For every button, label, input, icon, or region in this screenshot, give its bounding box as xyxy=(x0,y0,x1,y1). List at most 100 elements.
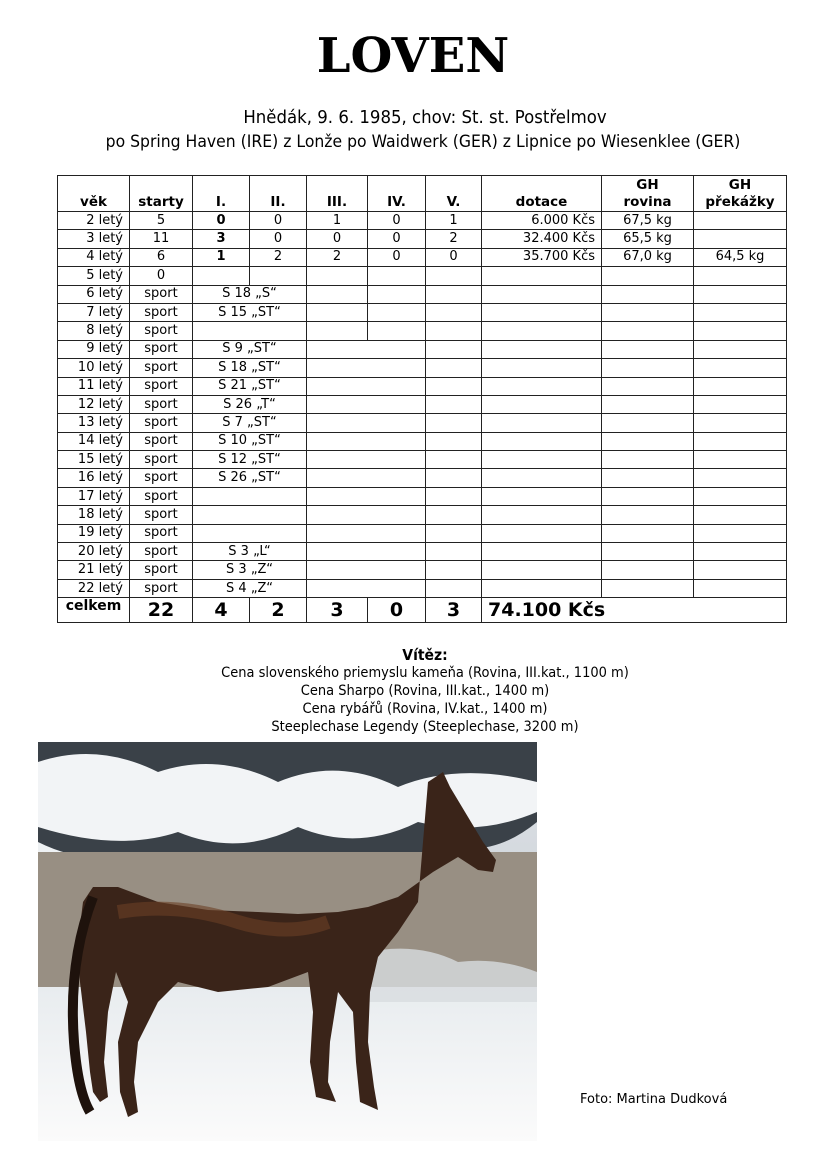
table-cell xyxy=(425,358,482,378)
table-cell: 21 letý xyxy=(57,560,130,580)
column-header: I. xyxy=(192,175,250,212)
table-cell xyxy=(693,450,787,470)
table-cell: 0 xyxy=(249,229,307,249)
table-cell xyxy=(481,376,602,396)
table-cell xyxy=(306,339,426,360)
table-cell xyxy=(306,542,426,562)
table-cell xyxy=(481,523,602,544)
table-cell xyxy=(693,578,787,599)
table-row: 19 letý sport xyxy=(57,523,787,544)
table-cell xyxy=(306,578,426,599)
table-cell: sport xyxy=(129,560,193,580)
table-cell xyxy=(481,560,602,580)
column-header: GH překážky xyxy=(693,175,787,212)
table-cell: 3 letý xyxy=(57,229,130,249)
table-cell xyxy=(693,505,787,525)
table-cell xyxy=(367,321,426,341)
table-cell: S 26 „T“ xyxy=(192,394,307,415)
horse-details: Hnědák, 9. 6. 1985, chov: St. st. Postře… xyxy=(243,107,607,128)
table-cell xyxy=(601,358,694,378)
table-cell: 13 letý xyxy=(57,413,130,433)
table-cell xyxy=(601,376,694,396)
pedigree: po Spring Haven (IRE) z Lonže po Waidwer… xyxy=(105,132,741,152)
table-cell xyxy=(693,560,787,580)
table-cell xyxy=(693,229,787,249)
table-cell: 0 xyxy=(367,247,426,268)
table-cell xyxy=(306,413,426,433)
table-cell: 74.100 Kčs xyxy=(481,597,787,624)
table-cell xyxy=(425,266,482,286)
table-row: 14 letý sport S 10 „ST“ xyxy=(57,431,787,452)
table-row: 8 letý sport xyxy=(57,321,787,341)
table-cell xyxy=(481,431,602,452)
winners-section: Vítěz: Cena slovenského priemyslu kameňa… xyxy=(30,646,821,736)
table-cell: 1 xyxy=(192,247,250,268)
table-cell xyxy=(693,486,787,507)
table-cell: 0 xyxy=(367,210,426,231)
table-row: 12 letý sport S 26 „T“ xyxy=(57,394,787,415)
table-cell: S 26 „ST“ xyxy=(192,468,307,488)
table-cell xyxy=(306,560,426,580)
table-cell xyxy=(481,284,602,304)
table-cell: 4 letý xyxy=(57,247,130,268)
table-cell: S 4 „Z“ xyxy=(192,578,307,599)
table-cell xyxy=(306,302,368,323)
table-cell xyxy=(367,266,426,286)
table-cell xyxy=(693,210,787,231)
table-cell: 3 xyxy=(306,597,368,624)
table-cell xyxy=(693,284,787,304)
table-cell xyxy=(425,486,482,507)
table-cell: S 18 „ST“ xyxy=(192,358,307,378)
table-cell: sport xyxy=(129,302,193,323)
table-cell: 3 xyxy=(192,229,250,249)
table-row: 20 letý sport S 3 „L“ xyxy=(57,542,787,562)
table-cell: sport xyxy=(129,394,193,415)
table-cell: 67,5 kg xyxy=(601,210,694,231)
table-cell xyxy=(693,302,787,323)
table-cell xyxy=(481,358,602,378)
table-cell xyxy=(306,394,426,415)
table-cell xyxy=(481,339,602,360)
table-row: 6 letý sport S 18 „S“ xyxy=(57,284,787,304)
table-cell xyxy=(601,505,694,525)
table-cell: 0 xyxy=(249,210,307,231)
table-cell xyxy=(425,339,482,360)
table-cell xyxy=(601,560,694,580)
table-cell xyxy=(425,413,482,433)
table-row: 22 letý sport S 4 „Z“ xyxy=(57,578,787,599)
column-header: věk xyxy=(57,175,130,212)
table-cell: S 9 „ST“ xyxy=(192,339,307,360)
table-header: věk starty I. II. III. IV. V. dotace GH rovina GH… xyxy=(57,175,787,212)
table-cell: sport xyxy=(129,376,193,396)
table-cell xyxy=(601,266,694,286)
table-cell: 2 letý xyxy=(57,210,130,231)
table-cell xyxy=(693,523,787,544)
table-cell: 2 xyxy=(306,247,368,268)
table-cell: 12 letý xyxy=(57,394,130,415)
table-cell: 6.000 Kčs xyxy=(481,210,602,231)
table-cell xyxy=(481,266,602,286)
table-cell: 22 xyxy=(129,597,193,624)
table-cell xyxy=(601,413,694,433)
table-cell: 10 letý xyxy=(57,358,130,378)
table-cell: 0 xyxy=(425,247,482,268)
column-header: III. xyxy=(306,175,368,212)
table-cell: 9 letý xyxy=(57,339,130,360)
table-cell: 1 xyxy=(306,210,368,231)
table-cell: sport xyxy=(129,505,193,525)
table-cell: 17 letý xyxy=(57,486,130,507)
column-header: IV. xyxy=(367,175,426,212)
table-cell xyxy=(693,376,787,396)
total-row: celkem 22 4 2 3 0 3 74.100 Kčs xyxy=(57,597,787,624)
winner-item: Cena slovenského priemyslu kameňa (Rovin… xyxy=(221,665,629,681)
table-cell xyxy=(693,413,787,433)
table-cell xyxy=(306,266,368,286)
table-cell: 1 xyxy=(425,210,482,231)
table-cell: 15 letý xyxy=(57,450,130,470)
table-cell: 18 letý xyxy=(57,505,130,525)
table-cell: S 18 „S“ xyxy=(192,284,307,304)
table-cell: sport xyxy=(129,468,193,488)
table-cell: sport xyxy=(129,321,193,341)
table-cell: 3 xyxy=(425,597,482,624)
table-cell xyxy=(192,321,307,341)
